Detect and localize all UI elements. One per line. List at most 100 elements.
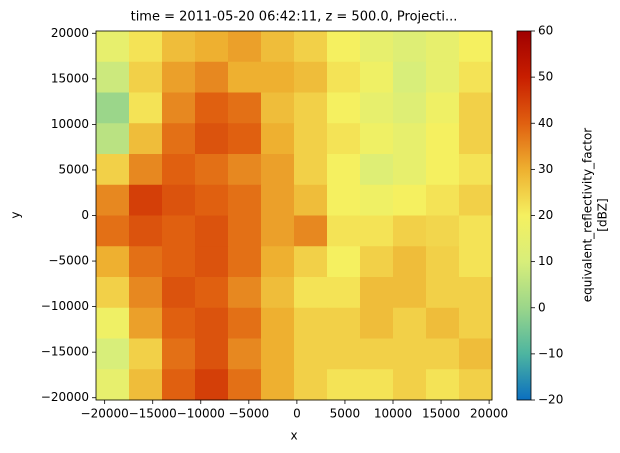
heatmap-cell bbox=[195, 92, 229, 124]
heatmap-cell bbox=[129, 61, 163, 93]
heatmap-cell bbox=[260, 246, 295, 278]
colorbar-label: equivalent_reflectivity_factor bbox=[581, 128, 595, 303]
heatmap-cell bbox=[327, 184, 361, 216]
heatmap-cell bbox=[393, 246, 427, 278]
heatmap-cell bbox=[96, 154, 130, 186]
heatmap-cell bbox=[426, 92, 460, 124]
heatmap-cell bbox=[195, 215, 229, 247]
heatmap-cell bbox=[228, 61, 262, 93]
heatmap-cell bbox=[426, 246, 460, 278]
heatmap-cell bbox=[228, 123, 262, 155]
heatmap-cell bbox=[96, 277, 130, 309]
y-tick-label: 5000 bbox=[58, 162, 89, 176]
heatmap-cell bbox=[260, 184, 295, 216]
heatmap-cell bbox=[359, 61, 394, 93]
heatmap-cell bbox=[359, 215, 394, 247]
heatmap-cell bbox=[426, 154, 460, 186]
y-tick-label: −10000 bbox=[41, 299, 89, 313]
heatmap-cell bbox=[359, 31, 394, 63]
x-tick-label: −15000 bbox=[129, 407, 177, 421]
heatmap-cell bbox=[228, 92, 262, 124]
heatmap-cell bbox=[327, 92, 361, 124]
heatmap-cell bbox=[129, 154, 163, 186]
heatmap-cell bbox=[228, 246, 262, 278]
heatmap-cell bbox=[359, 307, 394, 339]
heatmap-cell bbox=[195, 246, 229, 278]
heatmap-cell bbox=[195, 123, 229, 155]
heatmap-cell bbox=[393, 92, 427, 124]
heatmap-cell bbox=[458, 369, 493, 401]
heatmap-cell bbox=[195, 31, 229, 63]
heatmap-cell bbox=[426, 31, 460, 63]
heatmap-cell bbox=[426, 215, 460, 247]
heatmap-cell bbox=[96, 123, 130, 155]
x-tick-label: −5000 bbox=[229, 407, 270, 421]
heatmap-cell bbox=[426, 184, 460, 216]
heatmap-cell bbox=[327, 215, 361, 247]
colorbar-tick-label: 0 bbox=[538, 300, 546, 314]
heatmap-cell bbox=[228, 369, 262, 401]
heatmap-cell bbox=[228, 338, 262, 370]
heatmap-cell bbox=[228, 307, 262, 339]
colorbar-tick-label: 40 bbox=[538, 116, 553, 130]
heatmap-cell bbox=[228, 277, 262, 309]
heatmap-cell bbox=[129, 307, 163, 339]
heatmap-cell bbox=[294, 61, 328, 93]
heatmap-cell bbox=[359, 184, 394, 216]
x-tick-label: 5000 bbox=[330, 407, 361, 421]
heatmap-cell bbox=[458, 31, 493, 63]
heatmap-cell bbox=[161, 184, 196, 216]
heatmap-cell bbox=[359, 154, 394, 186]
heatmap-cell bbox=[161, 61, 196, 93]
heatmap-cell bbox=[195, 338, 229, 370]
heatmap-cell bbox=[294, 307, 328, 339]
heatmap-cell bbox=[426, 61, 460, 93]
heatmap-cell bbox=[195, 184, 229, 216]
heatmap-cell bbox=[129, 123, 163, 155]
heatmap-cell bbox=[294, 369, 328, 401]
heatmap-cell bbox=[359, 277, 394, 309]
colorbar-label: [dBZ] bbox=[596, 198, 610, 231]
y-axis-label: y bbox=[9, 211, 23, 218]
heatmap-cell bbox=[327, 31, 361, 63]
heatmap-cell bbox=[327, 307, 361, 339]
heatmap-cell bbox=[161, 277, 196, 309]
heatmap-cell bbox=[458, 215, 493, 247]
heatmap-cell bbox=[228, 31, 262, 63]
heatmap-cell bbox=[129, 215, 163, 247]
heatmap-cell bbox=[393, 154, 427, 186]
heatmap-cell bbox=[228, 215, 262, 247]
heatmap-cell bbox=[327, 123, 361, 155]
heatmap-cell bbox=[161, 246, 196, 278]
heatmap-cell bbox=[327, 246, 361, 278]
y-tick-label: −15000 bbox=[41, 345, 89, 359]
y-tick-label: −5000 bbox=[48, 254, 89, 268]
heatmap-cell bbox=[426, 277, 460, 309]
heatmap-cell bbox=[96, 246, 130, 278]
heatmap-cell bbox=[359, 338, 394, 370]
heatmap-cell bbox=[359, 369, 394, 401]
heatmap-cell bbox=[294, 277, 328, 309]
colorbar bbox=[516, 30, 532, 401]
heatmap-cell bbox=[327, 61, 361, 93]
heatmap-cell bbox=[161, 31, 196, 63]
heatmap-cell bbox=[426, 369, 460, 401]
heatmap-cell bbox=[129, 246, 163, 278]
heatmap-cell bbox=[294, 184, 328, 216]
x-tick-label: 20000 bbox=[470, 407, 508, 421]
heatmap-cell bbox=[260, 215, 295, 247]
heatmap-cell bbox=[294, 154, 328, 186]
y-tick-label: 20000 bbox=[51, 26, 89, 40]
heatmap-cell bbox=[294, 246, 328, 278]
heatmap-cell bbox=[96, 184, 130, 216]
heatmap-cell bbox=[161, 215, 196, 247]
heatmap-cell bbox=[161, 92, 196, 124]
heatmap-cell bbox=[161, 369, 196, 401]
heatmap-cell bbox=[393, 123, 427, 155]
heatmap-cell bbox=[458, 154, 493, 186]
x-tick-label: −20000 bbox=[81, 407, 129, 421]
heatmap-cell bbox=[195, 154, 229, 186]
heatmap-cell bbox=[393, 184, 427, 216]
heatmap-cell bbox=[96, 31, 130, 63]
